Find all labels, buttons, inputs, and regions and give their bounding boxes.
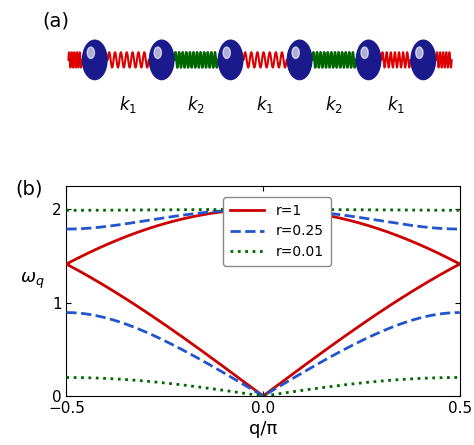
- Circle shape: [292, 47, 299, 58]
- Circle shape: [218, 40, 244, 80]
- Text: $k_2$: $k_2$: [325, 94, 343, 115]
- Circle shape: [361, 47, 368, 58]
- Circle shape: [410, 40, 436, 80]
- Text: (b): (b): [15, 180, 43, 199]
- X-axis label: q/π: q/π: [249, 420, 277, 438]
- Text: $k_1$: $k_1$: [387, 94, 405, 115]
- Circle shape: [149, 40, 174, 80]
- Circle shape: [356, 40, 382, 80]
- Circle shape: [154, 47, 162, 58]
- Text: (a): (a): [43, 11, 70, 30]
- Y-axis label: $\omega_q$: $\omega_q$: [20, 271, 45, 291]
- Text: $k_2$: $k_2$: [187, 94, 205, 115]
- Text: $k_1$: $k_1$: [119, 94, 137, 115]
- Circle shape: [82, 40, 108, 80]
- Circle shape: [87, 47, 94, 58]
- Circle shape: [287, 40, 312, 80]
- Circle shape: [416, 47, 423, 58]
- Text: $k_1$: $k_1$: [256, 94, 274, 115]
- Circle shape: [223, 47, 230, 58]
- Legend: r=1, r=0.25, r=0.01: r=1, r=0.25, r=0.01: [223, 197, 331, 266]
